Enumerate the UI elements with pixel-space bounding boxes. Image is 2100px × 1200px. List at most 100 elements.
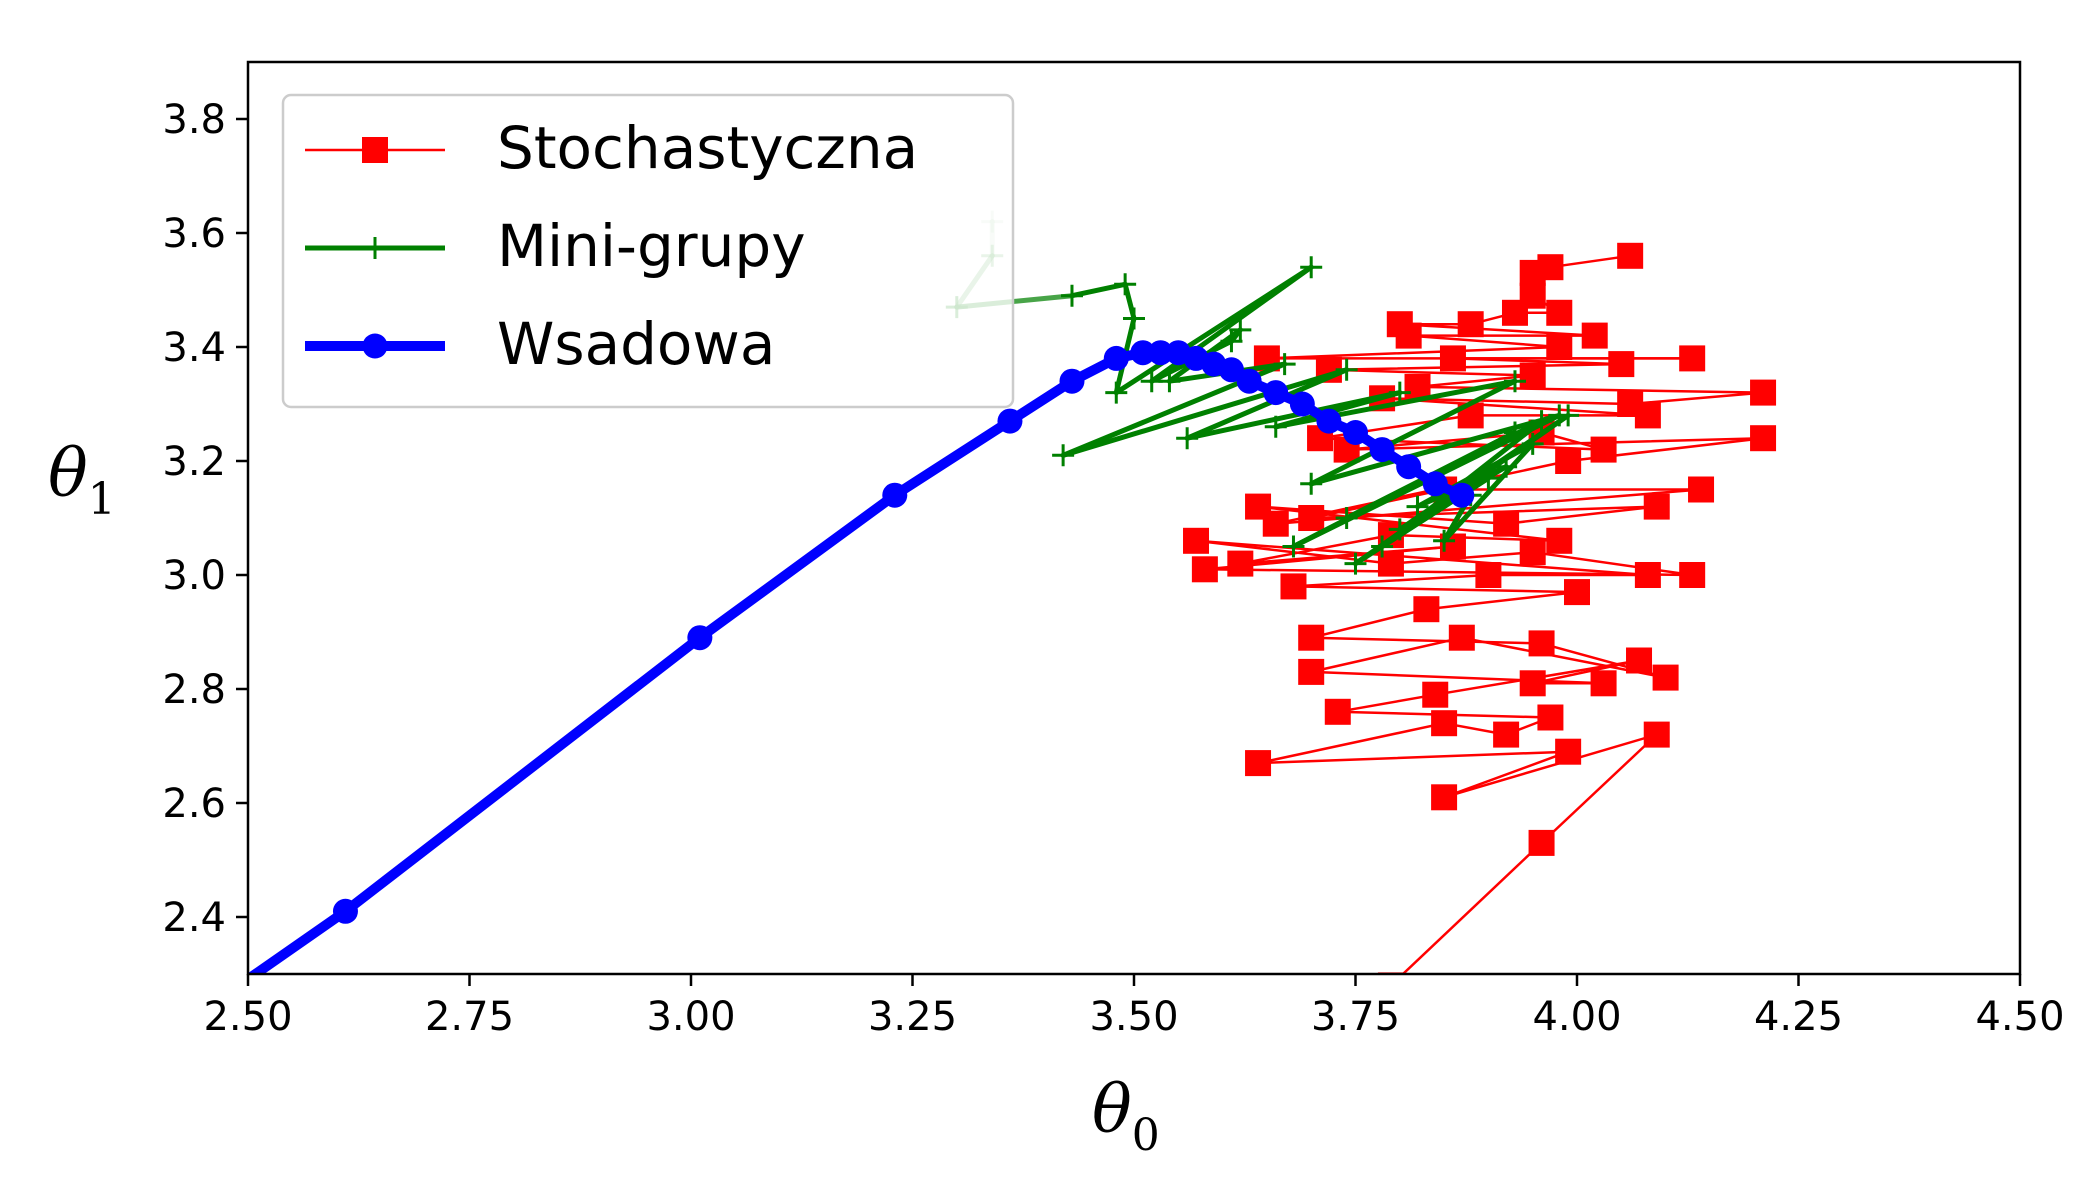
series-stochastyczna-segment <box>1345 436 1765 451</box>
series-stochastyczna-point <box>1431 710 1458 737</box>
series-mini-grupy-point <box>1158 370 1181 393</box>
series-stochastyczna-point <box>1679 562 1706 588</box>
series-mini-grupy-point <box>1282 535 1305 558</box>
series-stochastyczna-segment <box>1256 721 1446 765</box>
series-stochastyczna-point <box>1528 829 1555 856</box>
y-tick-label: 2.8 <box>162 667 226 713</box>
series-mini-grupy-point <box>1530 410 1553 433</box>
series-stochastyczna <box>1183 242 1777 974</box>
series-stochastyczna-point <box>1564 579 1590 606</box>
series-mini-grupy-point <box>1433 529 1456 552</box>
y-tick-label: 3.0 <box>162 553 226 599</box>
series-wsadowa-point <box>1369 437 1395 463</box>
series-stochastyczna-point <box>1546 527 1573 554</box>
series-stochastyczna-segment <box>1401 841 1543 974</box>
series-stochastyczna-segment <box>1265 345 1561 360</box>
x-axis: 2.50 2.75 3.00 3.25 3.50 3.75 4.00 4.25 4.50 <box>203 974 2065 1040</box>
series-mini-grupy-point <box>1114 273 1137 296</box>
series-mini-grupy-point <box>1388 518 1411 541</box>
y-tick-label: 3.2 <box>162 439 226 485</box>
series-mini-grupy-point <box>1229 318 1252 341</box>
series-stochastyczna-point <box>1262 510 1289 537</box>
series-stochastyczna-segment <box>1407 334 1561 349</box>
series-stochastyczna-point <box>1475 562 1502 588</box>
series-stochastyczna-point <box>1581 322 1608 349</box>
series-stochastyczna-segment <box>1309 636 1464 674</box>
series-stochastyczna-segment <box>1336 693 1437 714</box>
series-wsadowa <box>248 340 1475 974</box>
series-mini-grupy-point <box>1335 507 1358 529</box>
series-mini-grupy-segment <box>1060 367 1350 458</box>
series-mini-grupy-point <box>1495 455 1518 478</box>
series-stochastyczna-segment <box>1531 550 1694 577</box>
plot-area <box>248 210 1777 974</box>
series-stochastyczna-point <box>1245 750 1272 777</box>
y-axis-label-main: θ <box>48 435 88 512</box>
series-stochastyczna-segment <box>1256 750 1570 765</box>
series-stochastyczna-point <box>1519 282 1546 309</box>
series-stochastyczna-point <box>1546 334 1573 360</box>
series-mini-grupy-point <box>1264 415 1287 438</box>
series-stochastyczna-point <box>1750 379 1777 406</box>
series-wsadowa-segment <box>889 416 1015 501</box>
series-wsadowa-segment <box>340 632 705 917</box>
series-stochastyczna-point <box>1528 630 1555 657</box>
series-stochastyczna-point <box>1519 670 1546 697</box>
series-stochastyczna-segment <box>1239 533 1393 565</box>
series-stochastyczna-segment <box>1309 636 1543 645</box>
x-tick-label: 4.25 <box>1754 994 1843 1040</box>
legend-label-mini-grupy: Mini-grupy <box>497 212 806 280</box>
series-stochastyczna-segment <box>1327 362 1623 372</box>
series-stochastyczna-point <box>1227 550 1254 577</box>
series-wsadowa-point <box>1316 408 1342 434</box>
series-stochastyczna-point <box>1404 373 1431 400</box>
x-tick-label: 3.75 <box>1311 994 1400 1040</box>
series-mini-grupy-segment <box>1308 378 1518 487</box>
series-stochastyczna-segment <box>1274 459 1570 525</box>
series-stochastyczna-point <box>1183 527 1210 554</box>
x-tick-label: 2.50 <box>203 994 292 1040</box>
legend-label-stochastyczna: Stochastyczna <box>497 114 918 182</box>
series-mini-grupy-point <box>1300 256 1323 279</box>
series-stochastyczna-segment <box>1309 607 1428 639</box>
series-stochastyczna-point <box>1555 448 1582 474</box>
series-stochastyczna-point <box>1590 670 1617 697</box>
legend-marker-stochastyczna <box>362 137 388 163</box>
y-axis-label-sub: 1 <box>88 474 116 525</box>
series-stochastyczna-point <box>1191 556 1218 583</box>
series-stochastyczna-point <box>1652 664 1679 691</box>
series-stochastyczna-point <box>1688 476 1715 503</box>
series-stochastyczna-segment <box>1309 670 1605 685</box>
series-mini-grupy-point <box>1300 472 1323 495</box>
series-mini-grupy-point <box>1557 404 1580 427</box>
series-mini-grupy-point <box>1335 358 1358 381</box>
series-stochastyczna-segment <box>1540 733 1658 845</box>
series-wsadowa-point <box>1059 368 1085 394</box>
series-stochastyczna-point <box>1431 784 1458 811</box>
series-stochastyczna-point <box>1386 311 1413 338</box>
x-axis-label: θ0 <box>1092 1071 1160 1161</box>
legend-box <box>281 93 1015 409</box>
series-stochastyczna-point <box>1298 624 1325 651</box>
series-wsadowa-point <box>882 482 908 508</box>
y-tick-label: 3.8 <box>162 97 226 143</box>
x-tick-label: 4.50 <box>1975 994 2064 1040</box>
y-tick-label: 3.6 <box>162 211 226 257</box>
series-mini-grupy-point <box>1371 535 1394 558</box>
series-wsadowa-point <box>1130 340 1156 366</box>
series-stochastyczna-point <box>1422 681 1449 708</box>
series-stochastyczna-point <box>1298 505 1325 531</box>
series-wsadowa-point <box>1103 345 1129 371</box>
legend-label-wsadowa: Wsadowa <box>497 310 775 378</box>
series-mini-grupy-point <box>1521 432 1544 455</box>
legend-marker-mini-grupy <box>364 237 386 259</box>
series-stochastyczna-point <box>1280 573 1307 600</box>
series-wsadowa-point <box>1289 391 1315 417</box>
series-mini-grupy-point <box>1220 330 1243 353</box>
series-stochastyczna-point <box>1626 647 1653 674</box>
series-wsadowa-point <box>332 898 358 924</box>
series-stochastyczna-point <box>1298 658 1325 685</box>
x-axis-label-sub: 0 <box>1132 1110 1160 1161</box>
series-wsadowa-point <box>1148 340 1174 366</box>
